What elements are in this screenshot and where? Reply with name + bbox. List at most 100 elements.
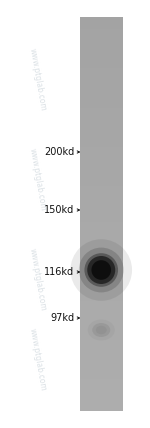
Bar	[80, 391, 123, 395]
Bar	[80, 297, 123, 301]
Bar	[80, 159, 123, 163]
Bar	[80, 96, 123, 100]
Bar	[80, 316, 123, 321]
Bar	[80, 182, 123, 187]
Bar	[80, 100, 123, 104]
Bar	[80, 21, 123, 26]
Bar	[80, 293, 123, 297]
Bar	[80, 352, 123, 356]
Ellipse shape	[84, 253, 118, 287]
Bar	[80, 143, 123, 148]
Bar	[80, 344, 123, 348]
Bar	[80, 72, 123, 77]
Bar	[80, 246, 123, 250]
Bar	[80, 289, 123, 293]
Ellipse shape	[96, 326, 107, 334]
Bar	[80, 241, 123, 246]
Bar	[80, 300, 123, 305]
Bar	[80, 49, 123, 53]
Bar	[80, 151, 123, 155]
Bar	[80, 163, 123, 167]
Bar	[80, 202, 123, 207]
Bar	[80, 250, 123, 254]
Text: www.ptglab.com: www.ptglab.com	[28, 148, 47, 212]
Bar	[80, 139, 123, 144]
Bar	[80, 187, 123, 191]
Bar	[80, 269, 123, 273]
Bar	[80, 171, 123, 175]
Bar	[80, 407, 123, 411]
Bar	[80, 368, 123, 372]
Bar	[80, 178, 123, 183]
Ellipse shape	[79, 248, 124, 292]
Bar	[80, 17, 123, 21]
Bar	[80, 84, 123, 89]
Bar	[80, 281, 123, 285]
Bar	[80, 360, 123, 364]
Bar	[80, 312, 123, 317]
Text: www.ptglab.com: www.ptglab.com	[28, 48, 47, 112]
Bar	[80, 214, 123, 218]
Bar	[80, 135, 123, 140]
Bar	[80, 285, 123, 289]
Bar	[80, 324, 123, 329]
Bar	[80, 383, 123, 388]
Bar	[80, 265, 123, 270]
Bar	[80, 92, 123, 96]
Bar	[80, 226, 123, 230]
Bar	[80, 395, 123, 400]
Bar	[80, 41, 123, 45]
Bar	[80, 53, 123, 57]
Bar	[80, 305, 123, 309]
Bar	[80, 64, 123, 69]
Ellipse shape	[87, 256, 115, 284]
Bar	[80, 218, 123, 223]
Bar	[80, 108, 123, 112]
Bar	[80, 210, 123, 214]
Bar	[80, 76, 123, 80]
Bar	[80, 372, 123, 376]
Ellipse shape	[92, 323, 110, 337]
Bar	[80, 375, 123, 380]
Bar	[80, 116, 123, 120]
Bar	[80, 399, 123, 404]
Bar	[80, 198, 123, 203]
Text: 116kd: 116kd	[44, 267, 75, 277]
Bar	[80, 206, 123, 211]
Bar	[80, 29, 123, 33]
Text: 97kd: 97kd	[50, 313, 75, 323]
Text: 200kd: 200kd	[44, 147, 75, 157]
Bar	[80, 167, 123, 171]
Bar	[80, 336, 123, 341]
Bar	[80, 230, 123, 234]
Bar	[80, 261, 123, 266]
Bar	[80, 60, 123, 65]
Bar	[80, 340, 123, 345]
Bar	[80, 175, 123, 179]
Text: 150kd: 150kd	[44, 205, 75, 215]
Bar	[80, 123, 123, 128]
Bar	[80, 277, 123, 282]
Bar	[80, 253, 123, 258]
Bar	[80, 234, 123, 238]
Bar	[80, 379, 123, 384]
Bar	[80, 56, 123, 61]
Bar	[80, 364, 123, 368]
Bar	[80, 131, 123, 136]
Bar	[80, 403, 123, 407]
Bar	[80, 238, 123, 242]
Bar	[80, 104, 123, 108]
Ellipse shape	[88, 319, 115, 341]
Bar	[80, 348, 123, 352]
Bar	[80, 320, 123, 325]
Bar	[80, 155, 123, 159]
Bar	[80, 190, 123, 195]
Bar	[80, 119, 123, 124]
Bar	[80, 25, 123, 30]
Bar	[80, 309, 123, 313]
Bar	[80, 68, 123, 73]
Bar	[80, 194, 123, 199]
Bar	[80, 356, 123, 360]
Bar	[80, 328, 123, 333]
Bar	[80, 37, 123, 41]
